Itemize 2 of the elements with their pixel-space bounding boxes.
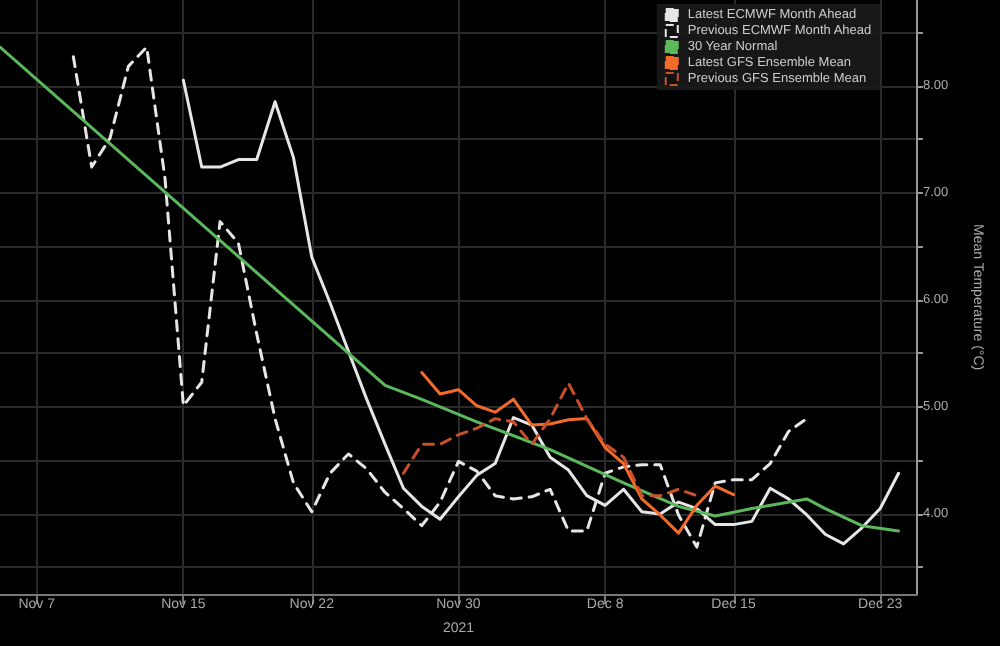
line-series (420, 371, 736, 535)
line-series (401, 381, 699, 498)
